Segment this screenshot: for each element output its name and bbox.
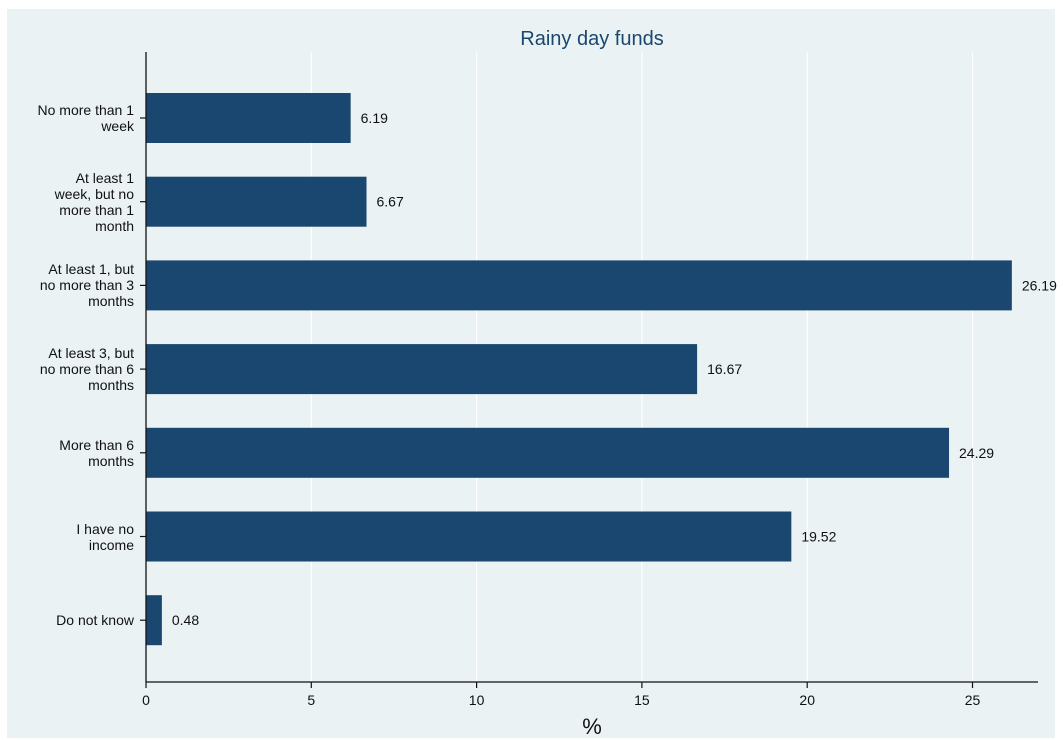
category-label: More than 6 months <box>59 436 134 469</box>
bar <box>146 260 1012 311</box>
category-label: I have no income <box>76 520 134 553</box>
x-axis-title: % <box>582 714 602 739</box>
category-label: Do not know <box>56 612 134 629</box>
bar-value-label: 6.67 <box>377 194 404 210</box>
x-tick-label: 15 <box>634 692 650 708</box>
bar-value-label: 24.29 <box>959 445 994 461</box>
category-label: No more than 1 week <box>37 102 135 134</box>
x-tick-label: 25 <box>965 692 981 708</box>
category-label: At least 1 week, but no more than 1 mont… <box>54 169 134 234</box>
x-tick-label: 0 <box>142 692 150 708</box>
bar-value-label: 0.48 <box>172 612 199 628</box>
bar-value-label: 16.67 <box>707 361 742 377</box>
bar-value-label: 26.19 <box>1022 277 1057 293</box>
bar <box>146 595 162 646</box>
bar-value-label: 6.19 <box>361 110 388 126</box>
bar <box>146 427 950 478</box>
x-tick-label: 20 <box>799 692 815 708</box>
bar <box>146 93 351 143</box>
category-label: At least 3, but no more than 6 months <box>39 345 134 394</box>
bar <box>146 176 367 227</box>
bar-value-label: 19.52 <box>801 529 836 545</box>
category-label: At least 1, but no more than 3 months <box>39 261 134 310</box>
chart-title: Rainy day funds <box>520 28 664 50</box>
x-tick-label: 10 <box>469 692 485 708</box>
x-tick-label: 5 <box>307 692 315 708</box>
bar <box>146 511 792 562</box>
bar <box>146 344 698 395</box>
